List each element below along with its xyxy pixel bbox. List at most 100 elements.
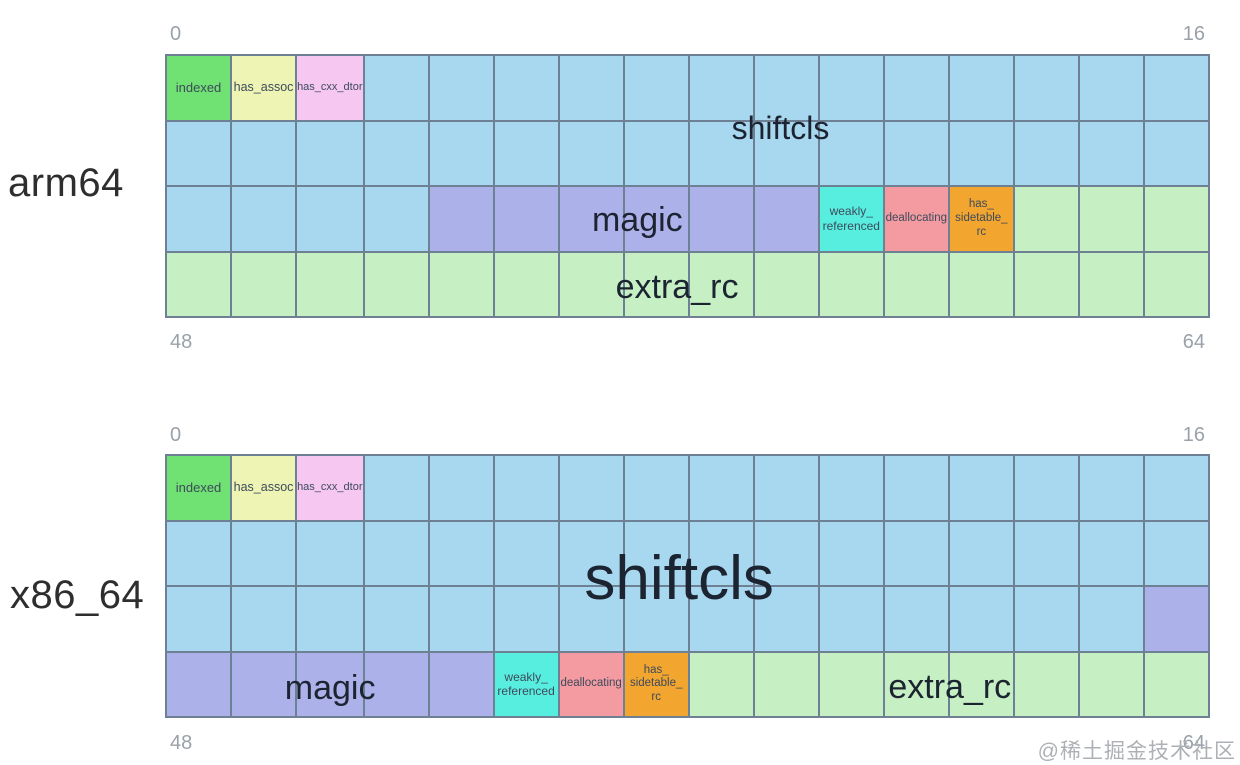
bit-cell <box>754 121 818 185</box>
bit-cell <box>754 187 818 251</box>
bit-cell <box>884 121 948 185</box>
bit-cell <box>949 587 1013 651</box>
bit-cell <box>559 121 623 185</box>
bit-cell <box>232 652 296 716</box>
bit-cell <box>1144 56 1208 120</box>
bit-cell-label: has_cxx_dtor <box>297 81 363 94</box>
bit-cell <box>1014 587 1078 651</box>
bit-index-bottom-left-arm64: 48 <box>170 331 193 353</box>
bit-cell: deallocating <box>884 187 948 251</box>
bit-cell <box>297 521 363 585</box>
bit-cell <box>624 187 688 251</box>
bit-cell <box>494 121 558 185</box>
bit-cell <box>624 587 688 651</box>
bit-cell <box>494 56 558 120</box>
bit-cell <box>364 521 428 585</box>
bit-cell <box>754 252 818 316</box>
bit-cell <box>429 121 493 185</box>
bit-cell <box>429 252 493 316</box>
field-label-magic: magic <box>591 201 683 240</box>
bit-cell: has_assoc <box>232 456 296 520</box>
bit-cell: has_cxx_dtor <box>297 56 363 120</box>
bit-index-bottom-right-x86_64: 64 <box>1182 732 1205 754</box>
bit-cell <box>364 187 428 251</box>
bit-cell <box>1014 521 1078 585</box>
bit-cell <box>949 521 1013 585</box>
bit-cell: has_assoc <box>232 56 296 120</box>
field-label-shiftcls: shiftcls <box>584 543 774 613</box>
bit-cell <box>819 652 883 716</box>
bit-cell <box>559 456 623 520</box>
field-label-extra-rc: extra_rc <box>615 268 739 307</box>
bit-cell <box>1144 121 1208 185</box>
bit-cell <box>1144 252 1208 316</box>
bit-cell <box>689 587 753 651</box>
bit-cell: has_ sidetable_ rc <box>624 652 688 716</box>
bit-cell <box>364 252 428 316</box>
bit-cell <box>429 587 493 651</box>
bit-cell <box>559 187 623 251</box>
bit-cell <box>167 121 231 185</box>
arch-label-arm64: arm64 <box>8 161 124 205</box>
bit-cell <box>559 521 623 585</box>
bit-cell-label: has_assoc <box>233 80 294 95</box>
arch-label-x86_64: x86_64 <box>10 573 145 617</box>
bit-cell: weakly_ referenced <box>819 187 883 251</box>
bit-cell <box>167 587 231 651</box>
bit-cell <box>559 56 623 120</box>
bit-cell <box>364 587 428 651</box>
bit-cell: has_cxx_dtor <box>297 456 363 520</box>
bit-cell: deallocating <box>559 652 623 716</box>
bit-cell <box>689 252 753 316</box>
bit-cell <box>297 187 363 251</box>
bit-cell <box>884 252 948 316</box>
bit-cell <box>819 587 883 651</box>
bit-cell <box>624 56 688 120</box>
bit-cell <box>949 56 1013 120</box>
bit-cell <box>364 121 428 185</box>
bit-cell <box>167 187 231 251</box>
watermark: @稀土掘金技术社区 <box>1037 740 1236 763</box>
bit-cell <box>1079 121 1143 185</box>
bit-cell-label: weakly_ referenced <box>822 204 880 233</box>
field-label-shiftcls: shiftcls <box>731 109 830 146</box>
bit-cell <box>689 187 753 251</box>
bit-cell <box>1144 456 1208 520</box>
bit-cell <box>364 652 428 716</box>
bit-cell <box>559 252 623 316</box>
bit-cell <box>232 587 296 651</box>
bit-cell <box>1079 521 1143 585</box>
field-label-extra-rc: extra_rc <box>888 668 1012 707</box>
bit-cell <box>1079 187 1143 251</box>
bit-cell <box>494 187 558 251</box>
bit-cell <box>949 121 1013 185</box>
bit-cell: indexed <box>167 456 231 520</box>
bit-cell-label: indexed <box>175 479 222 495</box>
bit-cell <box>754 456 818 520</box>
bit-cell <box>819 456 883 520</box>
bit-cell <box>754 521 818 585</box>
bit-cell <box>1079 456 1143 520</box>
bit-cell <box>624 456 688 520</box>
bit-index-top-right-x86_64: 16 <box>1182 424 1205 446</box>
bit-cell <box>297 121 363 185</box>
bit-cell <box>1144 652 1208 716</box>
bit-cell <box>819 521 883 585</box>
bit-cell <box>167 652 231 716</box>
bit-cell <box>494 456 558 520</box>
bit-cell <box>232 187 296 251</box>
bit-cell <box>429 521 493 585</box>
bit-cell <box>689 521 753 585</box>
bit-index-top-left-x86_64: 0 <box>170 424 182 446</box>
bit-cell-label: deallocating <box>885 211 948 224</box>
bit-cell <box>949 652 1013 716</box>
bit-cell <box>884 587 948 651</box>
bit-cell <box>884 521 948 585</box>
bit-index-top-right-arm64: 16 <box>1182 23 1205 45</box>
bit-cell <box>1079 56 1143 120</box>
bit-cell <box>494 252 558 316</box>
bit-grid-arm64: indexed has_assoc has_cxx_dtor weakly_ refe… <box>165 54 1210 318</box>
bit-cell <box>1014 121 1078 185</box>
bit-cell-label: has_ sidetable_ rc <box>629 663 683 704</box>
